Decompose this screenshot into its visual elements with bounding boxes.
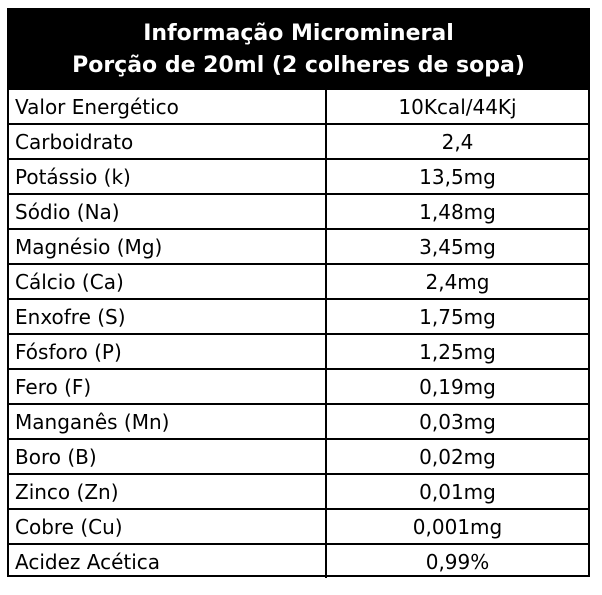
table-row: Acidez Acética 0,99% xyxy=(9,543,588,578)
nutrient-value: 2,4mg xyxy=(425,269,490,294)
table-subtitle: Porção de 20ml (2 colheres de sopa) xyxy=(72,53,525,78)
table-row: Fósforo (P) 1,25mg xyxy=(9,333,588,368)
table-row: Zinco (Zn) 0,01mg xyxy=(9,473,588,508)
nutrient-name: Acidez Acética xyxy=(9,545,327,578)
nutrient-name: Boro (B) xyxy=(9,440,327,473)
nutrient-value: 0,01mg xyxy=(419,479,496,504)
nutrient-name: Valor Energético xyxy=(9,90,327,123)
nutrient-name: Enxofre (S) xyxy=(9,300,327,333)
nutrient-value: 0,03mg xyxy=(419,409,496,434)
table-row: Boro (B) 0,02mg xyxy=(9,438,588,473)
nutrient-value: 2,4 xyxy=(441,129,474,154)
nutrient-value: 1,48mg xyxy=(419,199,496,224)
table-row: Enxofre (S) 1,75mg xyxy=(9,298,588,333)
nutrient-value: 0,02mg xyxy=(419,444,496,469)
nutrient-value: 1,75mg xyxy=(419,304,496,329)
table-row: Potássio (k) 13,5mg xyxy=(9,158,588,193)
nutrient-name: Magnésio (Mg) xyxy=(9,230,327,263)
nutrient-name: Sódio (Na) xyxy=(9,195,327,228)
nutrient-value: 0,99% xyxy=(425,549,490,574)
table-row: Manganês (Mn) 0,03mg xyxy=(9,403,588,438)
nutrient-name: Carboidrato xyxy=(9,125,327,158)
nutrient-value: 0,001mg xyxy=(412,514,503,539)
nutrient-name: Cálcio (Ca) xyxy=(9,265,327,298)
nutrient-value: 13,5mg xyxy=(419,164,496,189)
nutrient-name: Manganês (Mn) xyxy=(9,405,327,438)
table-body: Valor Energético 10Kcal/44Kj Carboidrato… xyxy=(9,90,588,578)
table-row: Valor Energético 10Kcal/44Kj xyxy=(9,90,588,123)
table-row: Cobre (Cu) 0,001mg xyxy=(9,508,588,543)
nutrient-value: 10Kcal/44Kj xyxy=(398,94,517,119)
table-row: Fero (F) 0,19mg xyxy=(9,368,588,403)
nutrition-table: Informação Micromineral Porção de 20ml (… xyxy=(7,8,590,578)
nutrient-name: Fero (F) xyxy=(9,370,327,403)
table-title: Informação Micromineral xyxy=(143,21,454,46)
nutrient-name: Fósforo (P) xyxy=(9,335,327,368)
nutrient-value: 0,19mg xyxy=(419,374,496,399)
table-row: Magnésio (Mg) 3,45mg xyxy=(9,228,588,263)
table-row: Cálcio (Ca) 2,4mg xyxy=(9,263,588,298)
table-header: Informação Micromineral Porção de 20ml (… xyxy=(9,10,588,90)
nutrient-name: Potássio (k) xyxy=(9,160,327,193)
nutrient-value: 3,45mg xyxy=(419,234,496,259)
nutrient-name: Cobre (Cu) xyxy=(9,510,327,543)
nutrient-value: 1,25mg xyxy=(419,339,496,364)
table-row: Sódio (Na) 1,48mg xyxy=(9,193,588,228)
table-row: Carboidrato 2,4 xyxy=(9,123,588,158)
nutrient-name: Zinco (Zn) xyxy=(9,475,327,508)
